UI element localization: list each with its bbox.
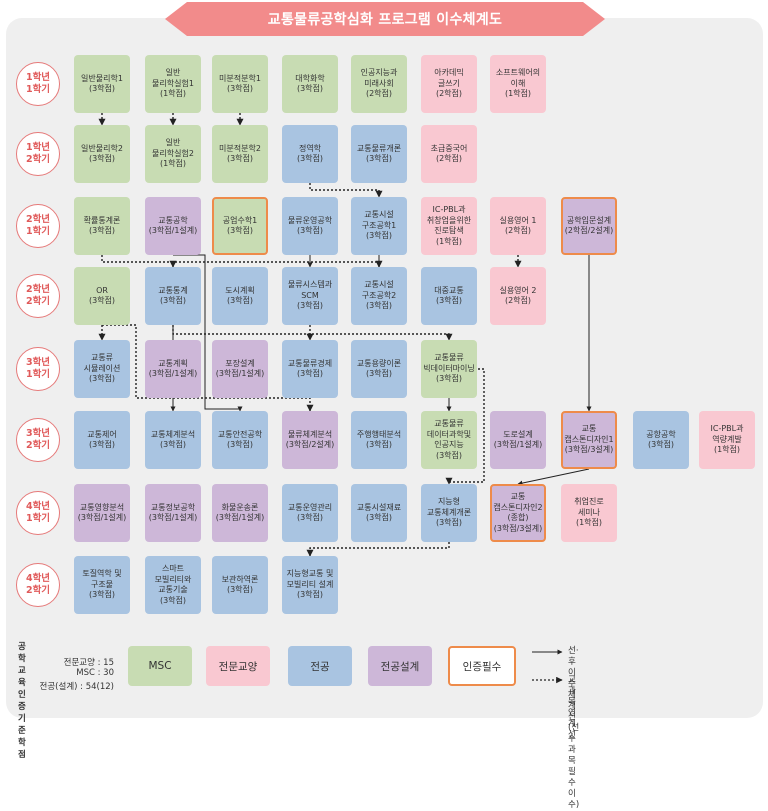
semester-year: 1학년 — [25, 142, 51, 153]
semester-term: 2학기 — [25, 296, 51, 307]
course-box[interactable]: 일반 물리학실험2 (1학점) — [145, 125, 201, 183]
course-box[interactable]: 지능형 교통체계개론 (3학점) — [421, 484, 477, 542]
course-box[interactable]: 교통시설 구조공학1 (3학점) — [351, 197, 407, 255]
legend-major: 전공 — [288, 646, 352, 686]
course-box[interactable]: 화물운송론 (3학점/1설계) — [212, 484, 268, 542]
course-box[interactable]: 교통물류개론 (3학점) — [351, 125, 407, 183]
course-box[interactable]: 대학화학 (3학점) — [282, 55, 338, 113]
semester-label: 3학년 2학기 — [16, 418, 60, 462]
course-box[interactable]: 취업진로 세미나 (1학점) — [561, 484, 617, 542]
course-box[interactable]: 초급중국어 (2학점) — [421, 125, 477, 183]
course-box[interactable]: 일반물리학2 (3학점) — [74, 125, 130, 183]
semester-term: 1학기 — [25, 226, 51, 237]
course-box[interactable]: 공학입문설계 (2학점/2설계) — [561, 197, 617, 255]
course-box[interactable]: 미분적분학2 (3학점) — [212, 125, 268, 183]
course-box[interactable]: 소프트웨어의 이해 (1학점) — [490, 55, 546, 113]
course-box[interactable]: IC-PBL과 취창업을위한 진로탐색 (1학점) — [421, 197, 477, 255]
course-box[interactable]: 교통물류 빅데이터마이닝 (3학점) — [421, 340, 477, 398]
semester-year: 2학년 — [25, 284, 51, 295]
course-box[interactable]: 교통용량이론 (3학점) — [351, 340, 407, 398]
legend-msc: MSC — [128, 646, 192, 686]
course-box[interactable]: 포장설계 (3학점/1설계) — [212, 340, 268, 398]
course-box[interactable]: 스마트 모빌리티와 교통기술 (3학점) — [145, 556, 201, 614]
legend-credits-general: 전문교양 : 15 — [63, 658, 114, 668]
course-box[interactable]: 교통체계분석 (3학점) — [145, 411, 201, 469]
course-box[interactable]: 교통운영관리 (3학점) — [282, 484, 338, 542]
curriculum-diagram: 교통물류공학심화 프로그램 이수체계도 1학년 1학기 1학년 2학기 2학년 1학기 2학… — [6, 2, 763, 810]
legend-line-samples — [532, 649, 563, 684]
course-box[interactable]: 일반물리학1 (3학점) — [74, 55, 130, 113]
course-box[interactable]: 교통통계 (3학점) — [145, 267, 201, 325]
course-box[interactable]: 토질역학 및 구조물 (3학점) — [74, 556, 130, 614]
course-box[interactable]: 교통제어 (3학점) — [74, 411, 130, 469]
semester-label: 4학년 2학기 — [16, 563, 60, 607]
semester-year: 2학년 — [25, 214, 51, 225]
course-box[interactable]: 도로설계 (3학점/1설계) — [490, 411, 546, 469]
semester-label: 2학년 2학기 — [16, 274, 60, 318]
legend-credits-major: 전공(설계) : 54(12) — [39, 682, 114, 692]
semester-label: 1학년 1학기 — [16, 62, 60, 106]
legend-credits-msc: MSC : 30 — [76, 668, 114, 678]
course-box[interactable]: 교통 캡스톤디자인2 (종합) (3학점/3설계) — [490, 484, 546, 542]
semester-label: 2학년 1학기 — [16, 204, 60, 248]
semester-term: 1학기 — [25, 513, 51, 524]
course-box[interactable]: 미분적분학1 (3학점) — [212, 55, 268, 113]
semester-term: 2학기 — [25, 154, 51, 165]
course-box[interactable]: 아카데믹 글쓰기 (2학점) — [421, 55, 477, 113]
legend-dotted-line-label: 교과목 연계선 — [568, 675, 576, 740]
course-box[interactable]: IC-PBL과 역량계발 (1학점) — [699, 411, 755, 469]
course-box[interactable]: OR (3학점) — [74, 267, 130, 325]
semester-label: 3학년 1학기 — [16, 347, 60, 391]
course-box[interactable]: 교통정보공학 (3학점/1설계) — [145, 484, 201, 542]
course-box[interactable]: 지능형교통 및 모빌리티 설계 (3학점) — [282, 556, 338, 614]
course-box[interactable]: 물류시스템과 SCM (3학점) — [282, 267, 338, 325]
course-box[interactable]: 교통안전공학 (3학점) — [212, 411, 268, 469]
course-box[interactable]: 정역학 (3학점) — [282, 125, 338, 183]
course-box[interactable]: 공업수학1 (3학점) — [212, 197, 268, 255]
semester-label: 4학년 1학기 — [16, 491, 60, 535]
semester-year: 4학년 — [25, 573, 51, 584]
semester-term: 2학기 — [25, 440, 51, 451]
semester-year: 4학년 — [25, 501, 51, 512]
course-box[interactable]: 물류체계분석 (3학점/2설계) — [282, 411, 338, 469]
semester-year: 1학년 — [25, 72, 51, 83]
course-box[interactable]: 교통계획 (3학점/1설계) — [145, 340, 201, 398]
semester-year: 3학년 — [25, 357, 51, 368]
course-box[interactable]: 교통물류 데이터과학및 인공지능 (3학점) — [421, 411, 477, 469]
legend-design: 전공설계 — [368, 646, 432, 686]
semester-label: 1학년 2학기 — [16, 132, 60, 176]
course-box[interactable]: 교통시설재료 (3학점) — [351, 484, 407, 542]
title-banner: 교통물류공학심화 프로그램 이수체계도 — [165, 2, 605, 36]
course-box[interactable]: 교통시설 구조공학2 (3학점) — [351, 267, 407, 325]
legend-general: 전문교양 — [206, 646, 270, 686]
course-box[interactable]: 인공지능과 미래사회 (2학점) — [351, 55, 407, 113]
course-box[interactable]: 일반 물리학실험1 (1학점) — [145, 55, 201, 113]
course-box[interactable]: 실용영어 1 (2학점) — [490, 197, 546, 255]
semester-term: 1학기 — [25, 84, 51, 95]
course-box[interactable]: 교통물류경제 (3학점) — [282, 340, 338, 398]
course-box[interactable]: 교통류 시뮬레이션 (3학점) — [74, 340, 130, 398]
legend-certified: 인증필수 — [448, 646, 516, 686]
course-box[interactable]: 확률통계론 (3학점) — [74, 197, 130, 255]
course-box[interactable]: 교통영향분석 (3학점/1설계) — [74, 484, 130, 542]
page-title: 교통물류공학심화 프로그램 이수체계도 — [267, 12, 503, 28]
semester-term: 1학기 — [25, 369, 51, 380]
course-box[interactable]: 도시계획 (3학점) — [212, 267, 268, 325]
course-box[interactable]: 교통공학 (3학점/1설계) — [145, 197, 201, 255]
course-box[interactable]: 공항공학 (3학점) — [633, 411, 689, 469]
course-box[interactable]: 교통 캡스톤디자인1 (3학점/3설계) — [561, 411, 617, 469]
course-box[interactable]: 대중교통 (3학점) — [421, 267, 477, 325]
course-box[interactable]: 실용영어 2 (2학점) — [490, 267, 546, 325]
course-box[interactable]: 물류운영공학 (3학점) — [282, 197, 338, 255]
course-box[interactable]: 주행행태분석 (3학점) — [351, 411, 407, 469]
course-box[interactable]: 보관하역론 (3학점) — [212, 556, 268, 614]
semester-year: 3학년 — [25, 428, 51, 439]
semester-term: 2학기 — [25, 585, 51, 596]
